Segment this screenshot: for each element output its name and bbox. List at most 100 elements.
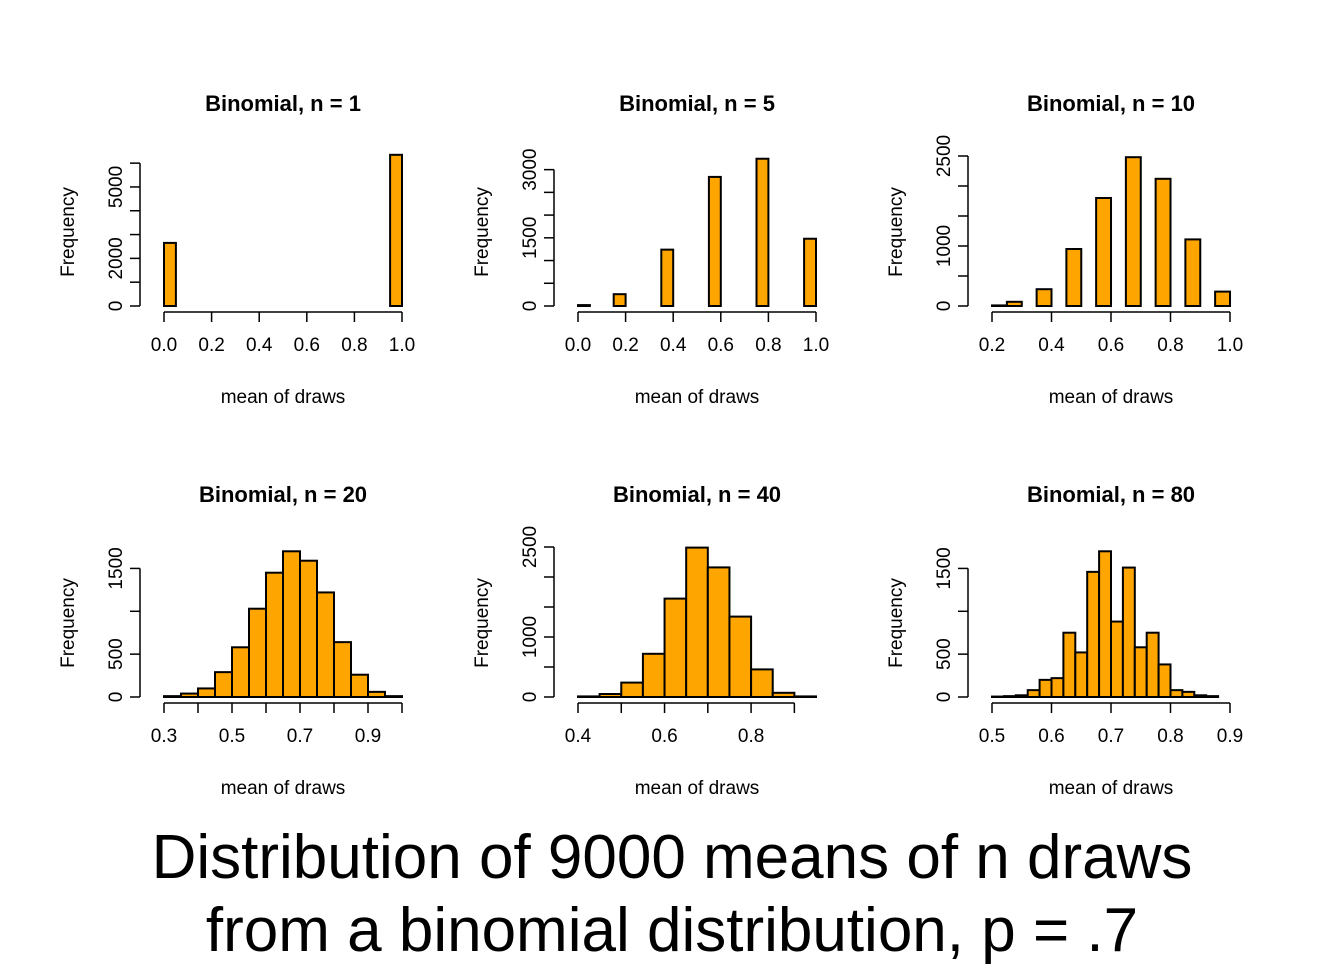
histogram-bar [1040, 680, 1052, 697]
bars [578, 159, 816, 306]
histogram-bar [614, 294, 626, 306]
x-tick-label: 0.2 [612, 335, 638, 356]
histogram-bar [1007, 302, 1022, 306]
histogram-bar [665, 599, 687, 697]
histogram-bar [1182, 692, 1194, 697]
histogram-bar [794, 696, 816, 697]
histogram-bar [1159, 664, 1171, 697]
histogram-bar [643, 654, 665, 697]
histogram-bar [1028, 690, 1040, 697]
y-axis-label: Frequency [472, 578, 493, 668]
x-tick-label: 0.6 [1038, 726, 1064, 747]
panel-title: Binomial, n = 10 [1027, 91, 1195, 116]
histogram-bar [751, 669, 773, 697]
histogram-bar [1063, 633, 1075, 697]
y-tick-label: 1500 [934, 547, 955, 589]
x-tick-label: 0.4 [1038, 335, 1065, 356]
histogram-bar [215, 672, 232, 697]
x-tick-label: 0.9 [1217, 726, 1243, 747]
x-tick-label: 0.2 [198, 335, 224, 356]
x-tick-label: 0.2 [979, 335, 1005, 356]
x-axis-label: mean of draws [1049, 778, 1174, 799]
panel-title: Binomial, n = 1 [205, 91, 361, 116]
x-axis-label: mean of draws [1049, 387, 1174, 408]
y-tick-label: 2500 [934, 135, 955, 177]
y-tick-label: 2500 [520, 526, 541, 568]
y-axis-label: Frequency [472, 187, 493, 277]
bars [164, 155, 402, 306]
histogram-bar [578, 696, 600, 697]
y-tick-label: 500 [106, 638, 127, 670]
y-axis-label: Frequency [58, 187, 79, 277]
y-tick-label: 0 [520, 301, 541, 312]
histogram-bar [661, 250, 673, 306]
histogram-bar [368, 692, 385, 697]
x-tick-label: 0.5 [979, 726, 1005, 747]
x-axis-label: mean of draws [221, 387, 346, 408]
histogram-bar [232, 647, 249, 697]
histogram-bar [1185, 239, 1200, 306]
y-tick-label: 0 [520, 692, 541, 703]
x-tick-label: 0.0 [151, 335, 177, 356]
histogram-panel-6: Binomial, n = 80 0.5 0.6 0.7 0.8 0.9 mean of d… [886, 482, 1243, 799]
y-tick-label: 1500 [106, 547, 127, 589]
histogram-bar [729, 617, 751, 697]
histogram-bar [351, 675, 368, 697]
x-tick-label: 0.6 [1098, 335, 1124, 356]
panel-title: Binomial, n = 80 [1027, 482, 1195, 507]
histogram-bar [1156, 179, 1171, 306]
figure-caption-line-2: from a binomial distribution, p = .7 [0, 900, 1344, 962]
panel-title: Binomial, n = 5 [619, 91, 775, 116]
y-axis-label: Frequency [886, 578, 907, 668]
x-tick-label: 0.8 [755, 335, 781, 356]
histogram-bar [1087, 572, 1099, 697]
y-tick-label: 0 [106, 692, 127, 703]
x-tick-label: 0.8 [1157, 726, 1183, 747]
histogram-bar [390, 155, 402, 306]
bars [992, 157, 1230, 306]
histogram-bar [1215, 292, 1230, 306]
histogram-bar [1135, 647, 1147, 697]
y-axis-label: Frequency [886, 187, 907, 277]
y-tick-label: 0 [934, 692, 955, 703]
y-tick-label: 500 [934, 638, 955, 670]
histogram-bar [1016, 695, 1028, 697]
histogram-bar [709, 177, 721, 306]
x-tick-label: 0.7 [1098, 726, 1124, 747]
x-axis-label: mean of draws [635, 778, 760, 799]
histogram-bar [164, 696, 181, 697]
histogram-bar [1171, 690, 1183, 697]
y-tick-label: 1500 [520, 217, 541, 259]
x-axis-label: mean of draws [221, 778, 346, 799]
bars [992, 551, 1218, 697]
y-tick-label: 3000 [520, 148, 541, 190]
panel-title: Binomial, n = 40 [613, 482, 781, 507]
histogram-bar [1004, 696, 1016, 697]
histogram-bar [1066, 249, 1081, 306]
figure-caption-line-1: Distribution of 9000 means of n draws [0, 827, 1344, 889]
histogram-bar [1111, 622, 1123, 697]
y-tick-label: 0 [106, 301, 127, 312]
histogram-bar [1037, 289, 1052, 306]
x-tick-label: 0.5 [219, 726, 245, 747]
y-tick-label: 1000 [934, 225, 955, 267]
x-tick-label: 1.0 [1217, 335, 1243, 356]
histogram-bar [385, 696, 402, 697]
x-tick-label: 0.4 [660, 335, 687, 356]
x-tick-label: 1.0 [389, 335, 415, 356]
y-tick-label: 2000 [106, 237, 127, 279]
histogram-bar [1099, 551, 1111, 697]
x-tick-label: 0.8 [738, 726, 764, 747]
x-tick-label: 1.0 [803, 335, 829, 356]
y-tick-label: 5000 [106, 166, 127, 208]
histogram-bar [164, 243, 176, 306]
histogram-bar [708, 567, 730, 697]
histogram-bar [578, 305, 590, 306]
histogram-bar [1194, 695, 1206, 697]
histogram-bar [198, 688, 215, 697]
